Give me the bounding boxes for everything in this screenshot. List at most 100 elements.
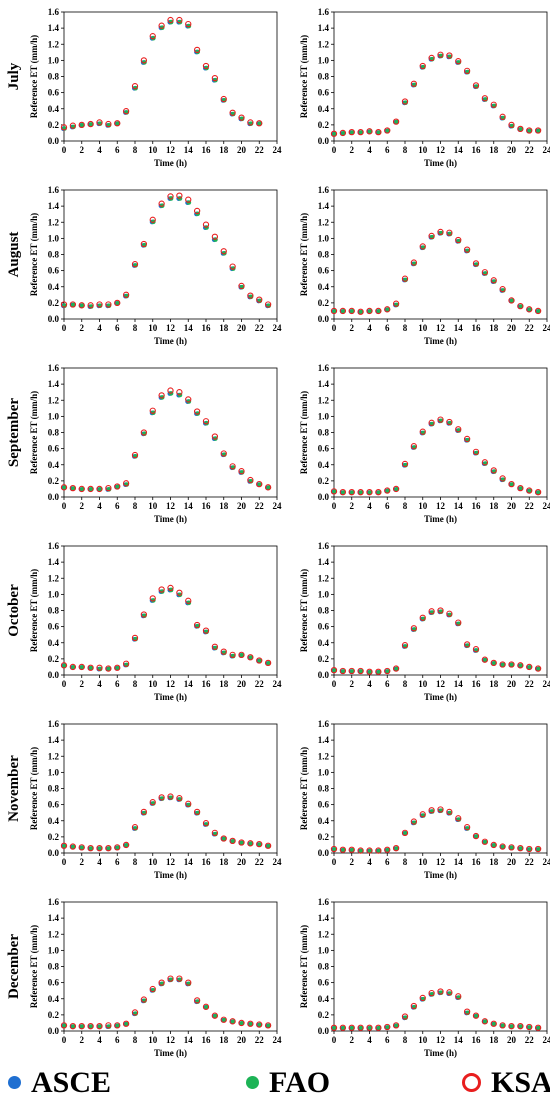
x-tick-label: 6 <box>385 323 390 333</box>
x-tick-label: 2 <box>350 501 355 511</box>
x-axis-title: Time (h) <box>154 514 187 524</box>
y-tick-label: 0.2 <box>318 1010 330 1020</box>
ksa-point <box>238 114 245 121</box>
x-tick-label: 6 <box>115 679 120 689</box>
x-tick-label: 18 <box>489 323 499 333</box>
row-label-october: October <box>6 584 22 637</box>
x-tick-label: 12 <box>166 679 176 689</box>
ksa-point <box>96 485 103 493</box>
x-axis-title: Time (h) <box>154 1048 187 1058</box>
plot-frame <box>63 11 278 142</box>
ksa-point <box>517 662 524 669</box>
x-tick-label: 0 <box>62 857 67 867</box>
ksa-point <box>185 597 192 604</box>
ksa-point <box>526 663 533 671</box>
ksa-point <box>428 807 435 814</box>
x-tick-label: 6 <box>385 679 390 689</box>
ksa-point <box>366 1024 373 1031</box>
ksa-point <box>428 989 435 997</box>
ksa-point <box>375 1024 382 1031</box>
ksa-point <box>202 221 210 228</box>
x-tick-label: 24 <box>273 1035 283 1045</box>
y-tick-label: 0.8 <box>48 606 60 616</box>
ksa-point <box>149 985 156 993</box>
y-tick-label: 0.2 <box>318 832 330 842</box>
y-tick-label: 1.4 <box>318 379 330 389</box>
ksa-point <box>105 484 112 492</box>
legend-item-ksa: KSA <box>462 1063 550 1102</box>
ksa-point <box>238 282 245 290</box>
x-tick-label: 22 <box>255 1035 265 1045</box>
ksa-point <box>437 51 444 58</box>
y-tick-label: 1.0 <box>318 55 330 65</box>
x-tick-label: 14 <box>184 857 194 867</box>
ksa-point <box>463 824 471 831</box>
y-tick-label: 1.6 <box>318 897 330 907</box>
ksa-point <box>167 793 174 800</box>
x-tick-label: 14 <box>454 679 464 689</box>
ksa-point <box>437 416 444 423</box>
ksa-point <box>78 844 85 851</box>
ksa-point <box>122 291 130 298</box>
ksa-point <box>392 118 400 125</box>
legend-label-asce: ASCE <box>31 1066 112 1099</box>
ksa-point <box>472 646 480 653</box>
ksa-point <box>526 845 533 853</box>
ksa-point <box>122 480 130 487</box>
ksa-point <box>193 408 201 415</box>
x-tick-label: 4 <box>97 679 102 689</box>
ksa-marker <box>462 1073 481 1092</box>
ksa-point <box>185 979 192 986</box>
x-tick-label: 12 <box>166 323 176 333</box>
ksa-point <box>481 459 489 466</box>
ksa-point <box>517 845 524 852</box>
asce-marker <box>8 1076 21 1089</box>
y-tick-label: 0.6 <box>48 800 60 810</box>
x-tick-label: 2 <box>80 145 85 155</box>
x-tick-label: 24 <box>273 857 283 867</box>
ksa-point <box>122 108 130 115</box>
x-tick-label: 16 <box>472 501 482 511</box>
ksa-point <box>96 1023 103 1030</box>
ksa-point <box>437 228 444 236</box>
ksa-point <box>375 307 382 315</box>
series-ksa <box>330 416 542 496</box>
ksa-point <box>122 660 130 667</box>
x-tick-label: 2 <box>80 501 85 511</box>
ksa-point <box>256 480 263 488</box>
ksa-point <box>140 996 148 1003</box>
ksa-point <box>384 306 391 313</box>
ksa-point <box>220 450 227 457</box>
ksa-point <box>348 489 355 496</box>
ksa-point <box>534 845 542 853</box>
ksa-point <box>105 120 112 128</box>
x-tick-label: 2 <box>350 679 355 689</box>
ksa-point <box>419 614 426 621</box>
x-tick-label: 10 <box>418 679 428 689</box>
ksa-point <box>437 607 444 614</box>
series-ksa <box>60 387 272 493</box>
ksa-point <box>96 664 103 671</box>
ksa-point <box>256 1021 263 1028</box>
ksa-point <box>508 1023 515 1030</box>
ksa-point <box>202 1003 210 1010</box>
ksa-point <box>220 1016 227 1023</box>
y-tick-label: 0.2 <box>318 298 330 308</box>
ksa-point <box>384 667 391 675</box>
ksa-point <box>517 302 524 310</box>
ksa-point <box>176 389 183 396</box>
legend-label-ksa: KSA <box>491 1066 550 1099</box>
y-tick-label: 1.0 <box>318 589 330 599</box>
row-label-august: August <box>6 232 22 278</box>
x-tick-label: 2 <box>80 1035 85 1045</box>
y-tick-label: 0.0 <box>48 136 60 146</box>
x-tick-label: 16 <box>202 145 212 155</box>
x-tick-label: 6 <box>115 857 120 867</box>
ksa-point <box>330 1024 338 1031</box>
ksa-point <box>357 128 364 136</box>
x-tick-label: 18 <box>219 1035 229 1045</box>
ksa-point <box>534 665 542 672</box>
ksa-point <box>499 286 506 293</box>
y-tick-label: 0.4 <box>318 994 330 1004</box>
ksa-point <box>158 200 165 207</box>
